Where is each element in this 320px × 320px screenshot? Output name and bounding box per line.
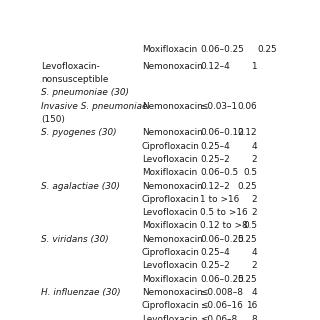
Text: 2: 2 (252, 261, 257, 270)
Text: 0.06–0.5: 0.06–0.5 (200, 168, 238, 177)
Text: 0.25: 0.25 (237, 235, 257, 244)
Text: Moxifloxacin: Moxifloxacin (142, 168, 197, 177)
Text: 1: 1 (252, 62, 257, 71)
Text: Nemonoxacin: Nemonoxacin (142, 235, 203, 244)
Text: Moxifloxacin: Moxifloxacin (142, 275, 197, 284)
Text: 0.25–2: 0.25–2 (200, 155, 230, 164)
Text: S. agalactiae (30): S. agalactiae (30) (41, 181, 120, 190)
Text: 0.5 to >16: 0.5 to >16 (200, 208, 248, 217)
Text: ≤0.008–8: ≤0.008–8 (200, 288, 243, 297)
Text: Moxifloxacin: Moxifloxacin (142, 45, 197, 54)
Text: Levofloxacin: Levofloxacin (142, 261, 197, 270)
Text: 2: 2 (252, 208, 257, 217)
Text: 0.06–0.25: 0.06–0.25 (200, 45, 244, 54)
Text: 4: 4 (252, 142, 257, 151)
Text: Ciprofloxacin: Ciprofloxacin (142, 248, 200, 257)
Text: Levofloxacin: Levofloxacin (142, 208, 197, 217)
Text: Invasive S. pneumoniae: Invasive S. pneumoniae (41, 102, 148, 111)
Text: Ciprofloxacin: Ciprofloxacin (142, 142, 200, 151)
Text: 0.12 to >8: 0.12 to >8 (200, 221, 248, 230)
Text: 2: 2 (252, 195, 257, 204)
Text: 0.25: 0.25 (237, 275, 257, 284)
Text: 0.12: 0.12 (237, 128, 257, 137)
Text: 4: 4 (252, 248, 257, 257)
Text: Nemonoxacin: Nemonoxacin (142, 62, 203, 71)
Text: 0.25–4: 0.25–4 (200, 142, 230, 151)
Text: Nemonoxacin: Nemonoxacin (142, 128, 203, 137)
Text: 2: 2 (252, 155, 257, 164)
Text: ≤0.03–1: ≤0.03–1 (200, 102, 237, 111)
Text: 0.06–0.12: 0.06–0.12 (200, 128, 244, 137)
Text: 8: 8 (251, 315, 257, 320)
Text: Ciprofloxacin: Ciprofloxacin (142, 195, 200, 204)
Text: 0.25: 0.25 (237, 181, 257, 190)
Text: Levofloxacin: Levofloxacin (142, 315, 197, 320)
Text: H. influenzae (30): H. influenzae (30) (41, 288, 121, 297)
Text: ≤0.06–16: ≤0.06–16 (200, 301, 243, 310)
Text: ≤0.06–8: ≤0.06–8 (200, 315, 237, 320)
Text: S. pneumoniae (30): S. pneumoniae (30) (41, 88, 129, 97)
Text: 0.25–4: 0.25–4 (200, 248, 230, 257)
Text: Levofloxacin: Levofloxacin (142, 155, 197, 164)
Text: Nemonoxacin: Nemonoxacin (142, 181, 203, 190)
Text: 16: 16 (246, 301, 257, 310)
Text: 0.5: 0.5 (243, 221, 257, 230)
Text: (150): (150) (41, 115, 65, 124)
Text: 1 to >16: 1 to >16 (200, 195, 239, 204)
Text: S. pyogenes (30): S. pyogenes (30) (41, 128, 117, 137)
Text: Ciprofloxacin: Ciprofloxacin (142, 301, 200, 310)
Text: 0.12–2: 0.12–2 (200, 181, 230, 190)
Text: Nemonoxacin: Nemonoxacin (142, 288, 203, 297)
Text: Nemonoxacin: Nemonoxacin (142, 102, 203, 111)
Text: 4: 4 (252, 288, 257, 297)
Text: 0.06: 0.06 (237, 102, 257, 111)
Text: Levofloxacin-: Levofloxacin- (41, 62, 100, 71)
Text: 0.25–2: 0.25–2 (200, 261, 230, 270)
Text: 0.25: 0.25 (257, 45, 276, 54)
Text: 0.06–0.25: 0.06–0.25 (200, 275, 244, 284)
Text: 0.06–0.25: 0.06–0.25 (200, 235, 244, 244)
Text: S. viridans (30): S. viridans (30) (41, 235, 109, 244)
Text: 0.5: 0.5 (243, 168, 257, 177)
Text: nonsusceptible: nonsusceptible (41, 75, 108, 84)
Text: 0.12–4: 0.12–4 (200, 62, 230, 71)
Text: Moxifloxacin: Moxifloxacin (142, 221, 197, 230)
